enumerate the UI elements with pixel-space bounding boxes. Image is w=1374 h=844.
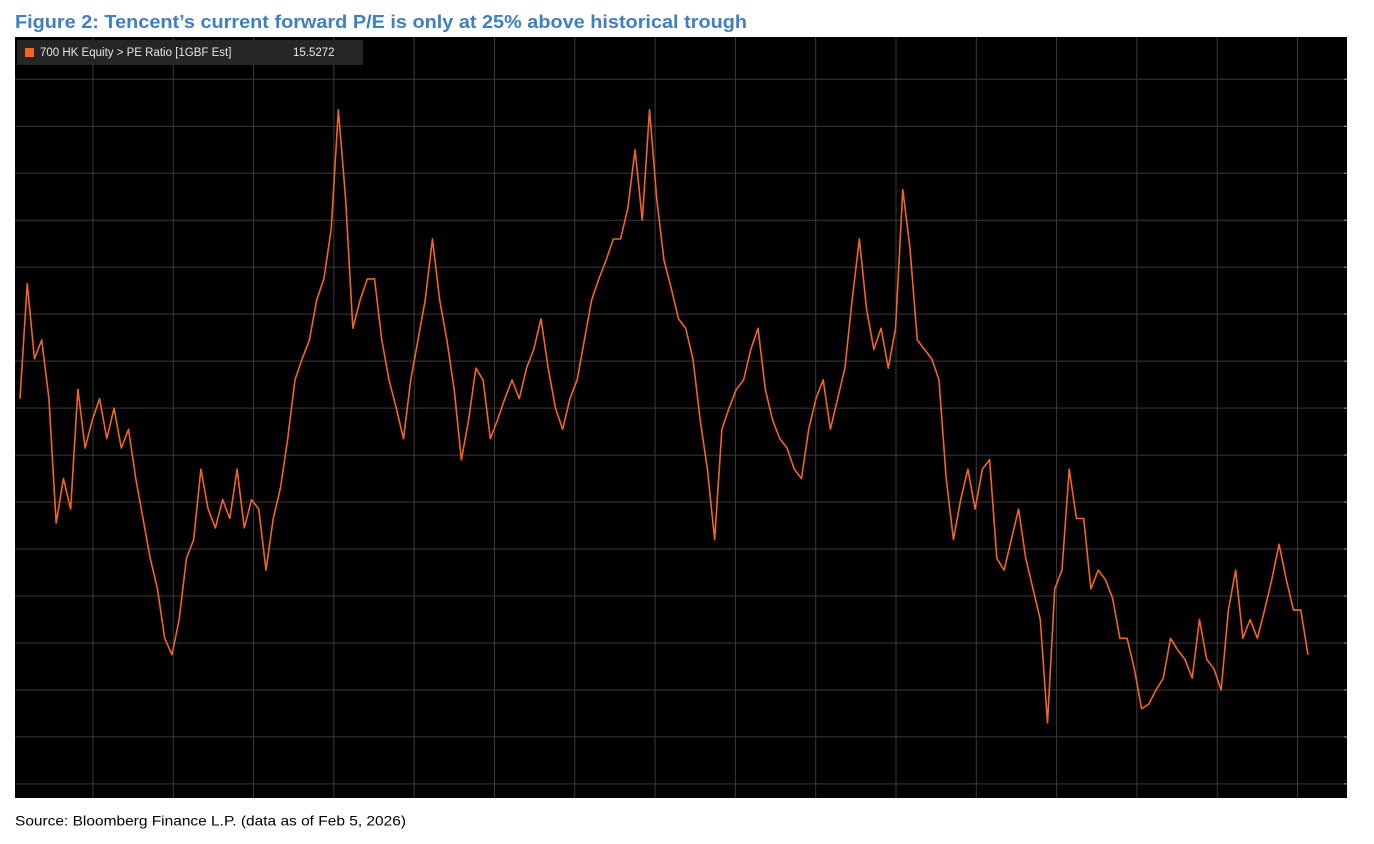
legend: 700 HK Equity > PE Ratio [1GBF Est] 15.5… <box>17 40 363 65</box>
legend-swatch <box>25 48 34 57</box>
horizontal-grid <box>15 78 1347 785</box>
legend-box <box>17 40 363 65</box>
legend-label: 700 HK Equity > PE Ratio [1GBF Est] <box>40 47 231 59</box>
source-note: Source: Bloomberg Finance L.P. (data as … <box>15 813 406 829</box>
series-lines <box>19 109 1309 724</box>
plot-area <box>15 37 1347 798</box>
series-line <box>19 109 1309 724</box>
legend-value: 15.5272 <box>293 47 335 59</box>
vertical-grid <box>92 37 1298 798</box>
chart-title: Figure 2: Tencent’s current forward P/E … <box>15 12 747 32</box>
